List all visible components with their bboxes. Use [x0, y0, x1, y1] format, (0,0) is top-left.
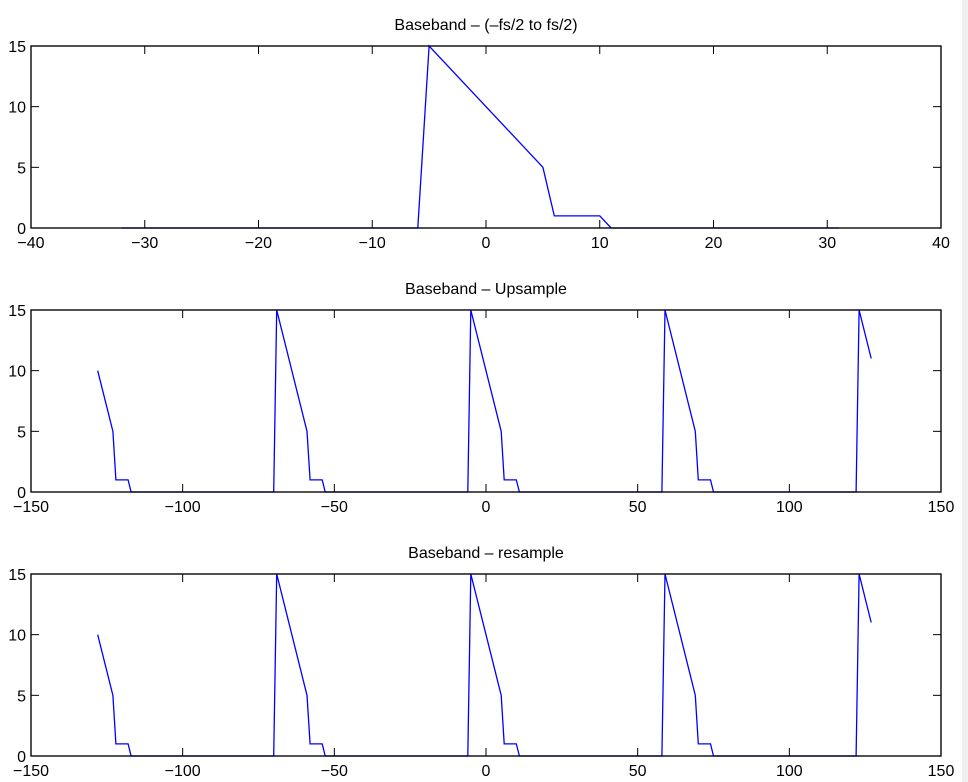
subplot-upsample: Baseband – Upsample −150 −100 −50 0 50 100 150 0…: [8, 281, 954, 516]
subplot-baseband: Baseband – (–fs/2 to fs/2) −40 −30 −20 −10 0 1…: [8, 17, 950, 252]
x-tick-label: −10: [359, 235, 386, 252]
x-tick-label: 50: [629, 763, 647, 780]
chart-title: Baseband – resample: [408, 545, 564, 562]
plot-area: [30, 309, 942, 493]
x-tick-label: −150: [13, 499, 49, 516]
x-tick-label: 0: [482, 763, 491, 780]
x-tick-label: 50: [629, 499, 647, 516]
x-tick-label: 150: [928, 763, 955, 780]
x-tick-label: −50: [321, 499, 348, 516]
axes-border: [30, 309, 942, 493]
x-tick-label: 0: [482, 235, 491, 252]
x-tick-label: −40: [17, 235, 44, 252]
y-tick-label: 5: [17, 424, 26, 441]
y-tick-label: 15: [8, 303, 26, 320]
x-tick-label: 10: [591, 235, 609, 252]
x-tick-label: 30: [818, 235, 836, 252]
x-tick-label: 150: [928, 499, 955, 516]
y-tick-label: 0: [17, 749, 26, 766]
x-tick-label: −50: [321, 763, 348, 780]
x-tick-label: 100: [776, 763, 803, 780]
y-tick-label: 5: [17, 160, 26, 177]
y-tick-label: 10: [8, 364, 26, 381]
window-edge: [962, 0, 968, 782]
chart-title: Baseband – (–fs/2 to fs/2): [394, 17, 577, 34]
y-tick-label: 5: [17, 688, 26, 705]
x-tick-label: 100: [776, 499, 803, 516]
x-tick-label: 40: [932, 235, 950, 252]
x-tick-label: −150: [13, 763, 49, 780]
x-tick-label: −100: [165, 499, 201, 516]
x-tick-label: −100: [165, 763, 201, 780]
y-tick-label: 0: [17, 485, 26, 502]
x-tick-label: −20: [245, 235, 272, 252]
x-tick-label: 0: [482, 499, 491, 516]
data-series-line: [122, 44, 839, 229]
plot-area: [30, 45, 942, 229]
subplot-resample: Baseband – resample −150 −100 −50 0 50 100 150 0…: [8, 545, 954, 780]
chart-title: Baseband – Upsample: [405, 281, 567, 298]
x-tick-label: 20: [705, 235, 723, 252]
axes-border: [30, 45, 942, 229]
y-tick-label: 10: [8, 100, 26, 117]
plot-area: [30, 573, 942, 757]
y-tick-label: 15: [8, 39, 26, 56]
y-tick-label: 10: [8, 628, 26, 645]
y-tick-label: 0: [17, 221, 26, 238]
x-tick-label: −30: [131, 235, 158, 252]
y-tick-label: 15: [8, 567, 26, 584]
axes-border: [30, 573, 942, 757]
